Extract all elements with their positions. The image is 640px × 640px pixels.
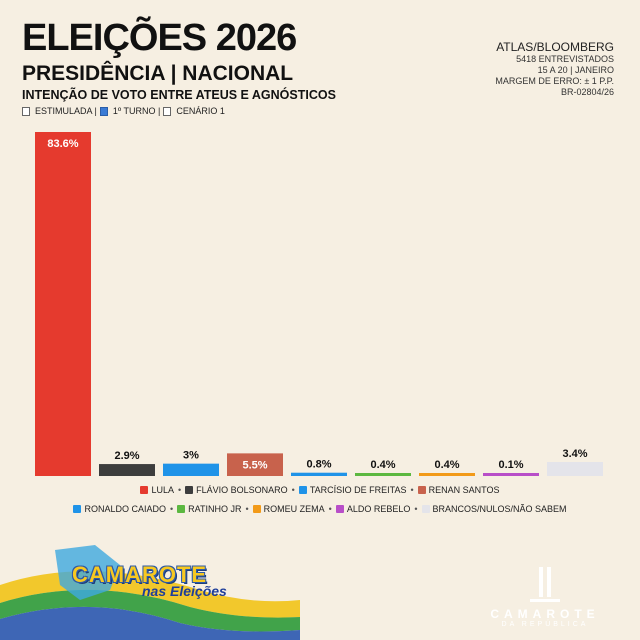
header: ELEIÇÕES 2026 PRESIDÊNCIA | NACIONAL INT… bbox=[22, 18, 442, 117]
bar-0 bbox=[35, 132, 91, 476]
bar-label-6: 0.4% bbox=[434, 459, 459, 471]
camarote-republica-tag: DA REPÚBLICA bbox=[501, 621, 589, 628]
legend-label: FLÁVIO BOLSONARO bbox=[196, 485, 288, 495]
tag-round: 1º TURNO | bbox=[112, 106, 161, 116]
camarote-republica-logo: CAMAROTE DA REPÚBLICA bbox=[470, 567, 620, 628]
clipboard-icon bbox=[163, 106, 172, 116]
legend-swatch bbox=[417, 486, 426, 494]
legend-label: ALDO REBELO bbox=[346, 504, 411, 514]
bar-2 bbox=[163, 463, 219, 476]
legend-label: RONALDO CAIADO bbox=[84, 504, 166, 514]
bar-label-1: 2.9% bbox=[114, 450, 139, 462]
bar-label-0: 83.6% bbox=[47, 138, 78, 150]
camarote-eleicoes-logo bbox=[0, 545, 300, 640]
legend-separator: • bbox=[414, 504, 418, 514]
page-subtitle-2: INTENÇÃO DE VOTO ENTRE ATEUS E AGNÓSTICO… bbox=[22, 88, 336, 102]
legend-row-1: LULA • FLÁVIO BOLSONARO • TARCÍSIO DE FREITA… bbox=[0, 484, 640, 496]
legend-item: RENAN SANTOS bbox=[417, 484, 500, 496]
legend-item: ROMEU ZEMA bbox=[252, 503, 325, 515]
source-registry: BR-02804/26 bbox=[560, 87, 614, 97]
bar-label-5: 0.4% bbox=[370, 459, 395, 471]
bar-label-4: 0.8% bbox=[306, 459, 331, 471]
legend-item: ALDO REBELO bbox=[335, 503, 411, 515]
bar-label-3: 5.5% bbox=[242, 459, 267, 471]
legend-item: RATINHO JR bbox=[177, 503, 241, 515]
document-icon bbox=[22, 106, 30, 116]
legend-label: RATINHO JR bbox=[188, 504, 242, 514]
bar-1 bbox=[99, 464, 155, 476]
legend-swatch bbox=[140, 486, 149, 494]
legend-separator: • bbox=[328, 504, 332, 514]
legend-swatch bbox=[73, 505, 82, 513]
legend-swatch bbox=[185, 486, 194, 494]
legend-separator: • bbox=[169, 504, 174, 514]
page-subtitle: PRESIDÊNCIA | NACIONAL bbox=[22, 62, 294, 85]
bar-3 bbox=[227, 453, 283, 476]
legend-label: TARCÍSIO DE FREITAS bbox=[309, 485, 407, 495]
camarote-subtitle: nas Eleições bbox=[142, 583, 227, 599]
page-title: ELEIÇÕES 2026 bbox=[22, 17, 297, 59]
legend-item: RONALDO CAIADO bbox=[73, 503, 166, 515]
legend-label: RENAN SANTOS bbox=[428, 485, 500, 495]
legend-label: LULA bbox=[151, 485, 174, 495]
legend-separator: • bbox=[177, 485, 182, 495]
legend-swatch bbox=[177, 505, 186, 513]
source-dates: 15 A 20 | JANEIRO bbox=[537, 65, 614, 75]
bar-6 bbox=[419, 473, 475, 476]
legend-item: FLÁVIO BOLSONARO bbox=[185, 484, 288, 496]
legend-label: ROMEU ZEMA bbox=[263, 504, 325, 514]
bar-label-8: 3.4% bbox=[562, 448, 587, 460]
legend: LULA • FLÁVIO BOLSONARO • TARCÍSIO DE FREITA… bbox=[0, 484, 640, 515]
tag-scenario: CENÁRIO 1 bbox=[176, 106, 225, 116]
bar-label-7: 0.1% bbox=[498, 459, 523, 471]
legend-swatch bbox=[252, 505, 261, 513]
legend-separator: • bbox=[410, 485, 414, 495]
legend-item: TARCÍSIO DE FREITAS bbox=[298, 484, 407, 496]
camarote-republica-name: CAMAROTE bbox=[490, 607, 600, 621]
tag-stimulated: ESTIMULADA | bbox=[35, 106, 97, 116]
survey-tags: ESTIMULADA | 1º TURNO | CENÁRIO 1 bbox=[22, 105, 442, 117]
legend-item: LULA bbox=[140, 484, 174, 496]
legend-item: BRANCOS/NULOS/NÃO SABEM bbox=[421, 503, 567, 515]
camarote-title: CAMAROTE bbox=[72, 562, 208, 587]
bar-5 bbox=[355, 473, 411, 476]
source-name: ATLAS/BLOOMBERG bbox=[496, 40, 614, 54]
bar-7 bbox=[483, 473, 539, 476]
legend-swatch bbox=[421, 505, 430, 513]
legend-row-2: RONALDO CAIADO • RATINHO JR • ROMEU ZEMA • ALD… bbox=[0, 503, 640, 515]
source-sample: 5418 ENTREVISTADOS bbox=[516, 54, 614, 64]
source-block: ATLAS/BLOOMBERG 5418 ENTREVISTADOS 15 A … bbox=[414, 40, 614, 98]
legend-label: BRANCOS/NULOS/NÃO SABEM bbox=[432, 504, 567, 514]
bar-label-2: 3% bbox=[183, 450, 199, 462]
congress-icon bbox=[530, 567, 560, 602]
bar-4 bbox=[291, 472, 347, 476]
ballot-box-icon bbox=[99, 106, 108, 116]
legend-separator: • bbox=[291, 485, 295, 495]
legend-separator: • bbox=[245, 504, 249, 514]
legend-swatch bbox=[335, 505, 344, 513]
source-margin: MARGEM DE ERRO: ± 1 P.P. bbox=[495, 76, 614, 86]
legend-swatch bbox=[298, 486, 307, 494]
bar-8 bbox=[547, 462, 603, 476]
